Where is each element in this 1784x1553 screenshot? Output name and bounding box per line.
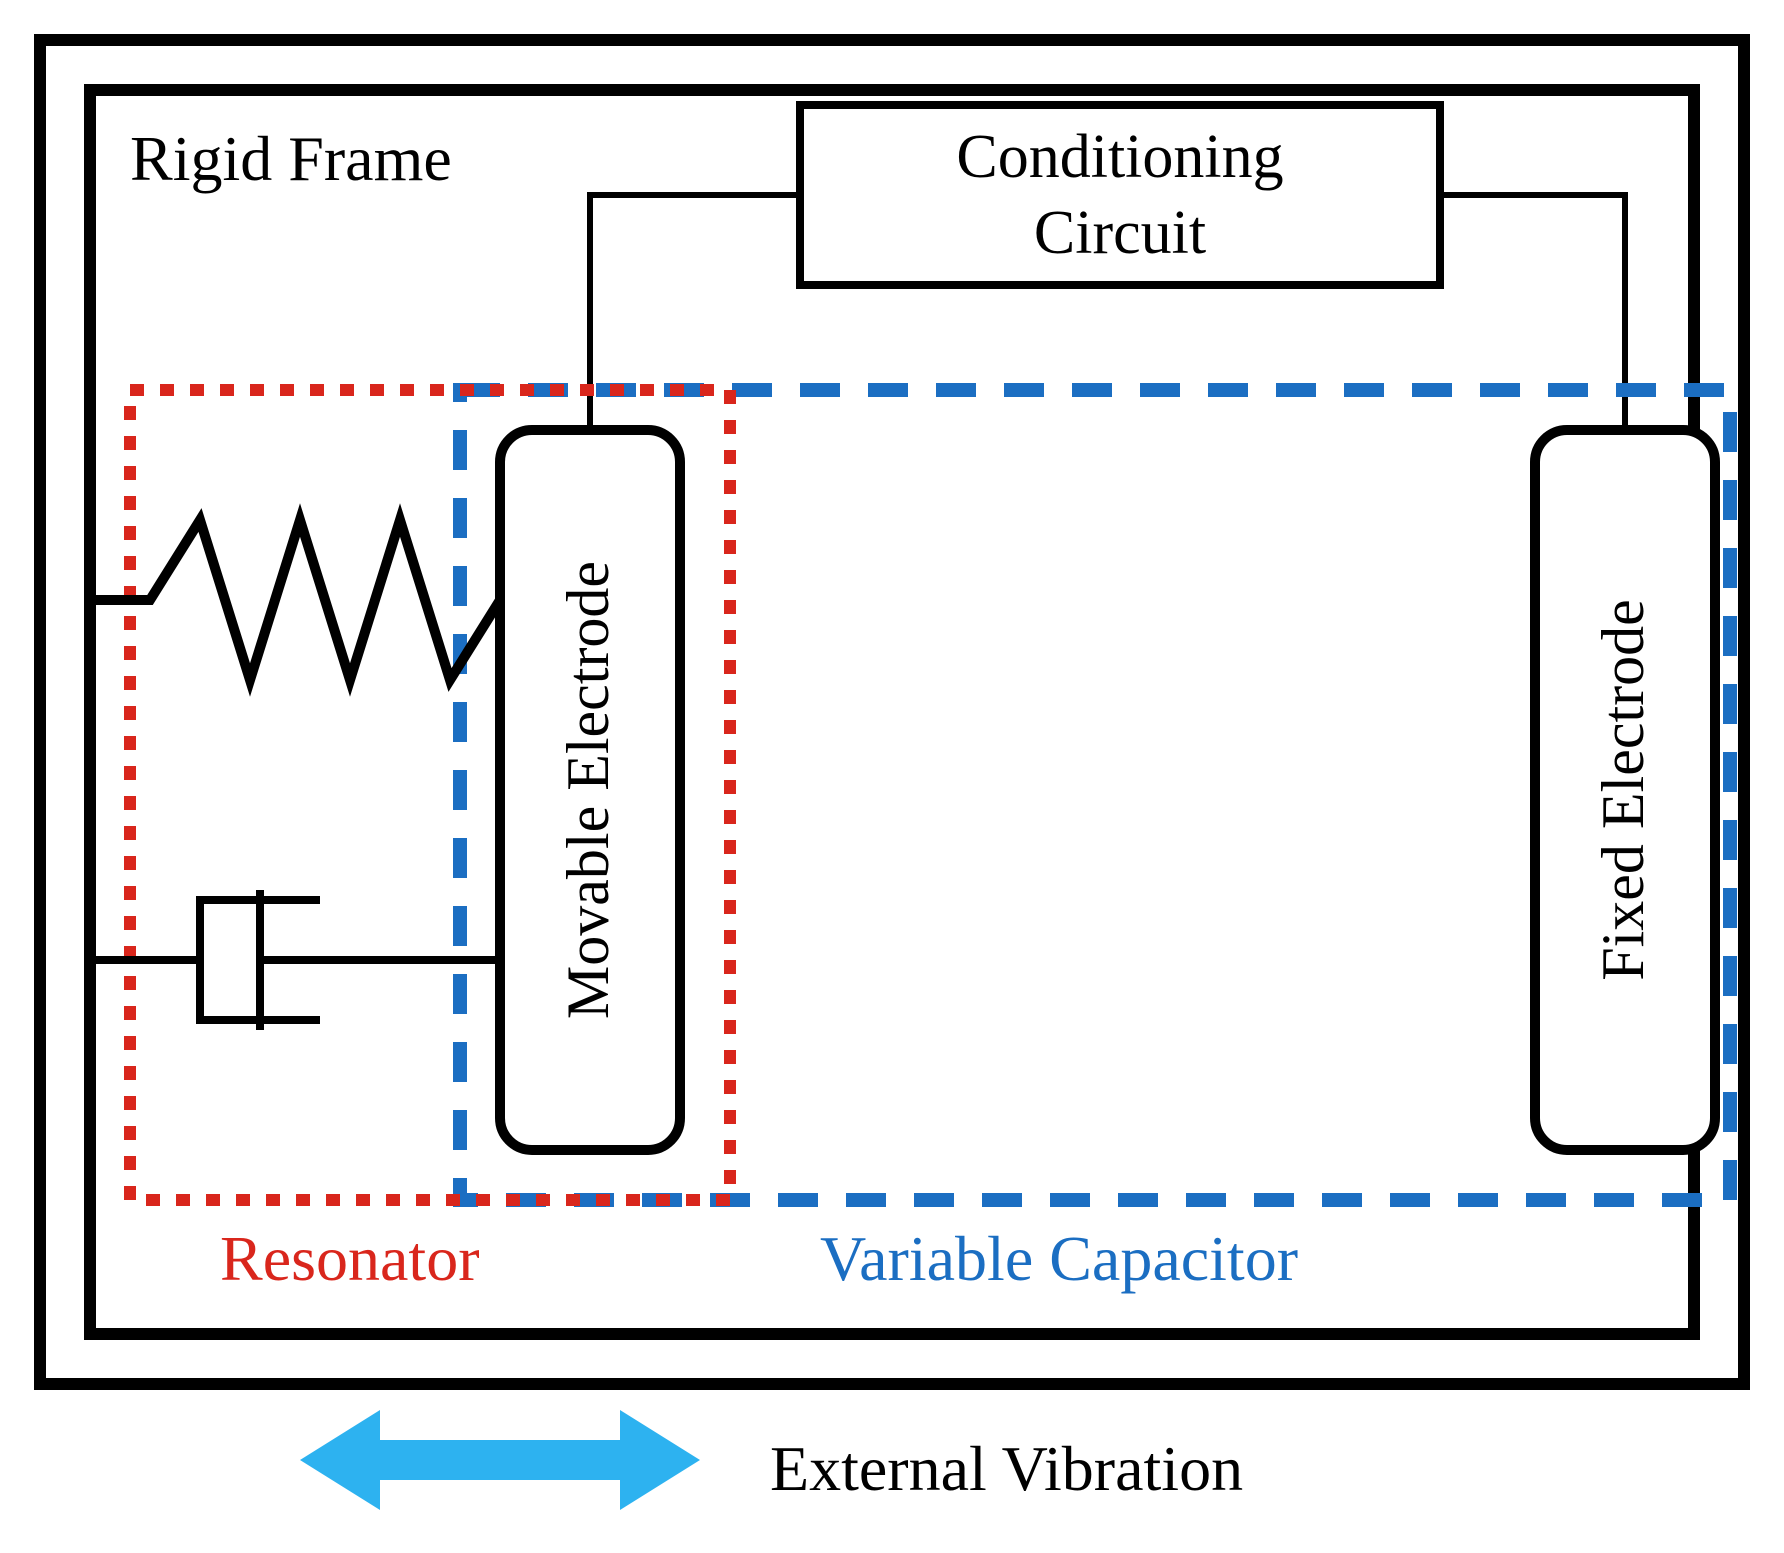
spring-icon xyxy=(90,520,500,680)
movable-electrode-label: Movable Electrode xyxy=(555,561,621,1019)
vibration-arrow-icon xyxy=(300,1410,700,1510)
variable-capacitor-label: Variable Capacitor xyxy=(820,1223,1298,1294)
rigid-frame-label: Rigid Frame xyxy=(130,123,452,194)
fixed-electrode-label: Fixed Electrode xyxy=(1590,599,1656,981)
conditioning-circuit-label-1: Conditioning xyxy=(956,123,1283,191)
conditioning-circuit-label-2: Circuit xyxy=(1034,199,1206,267)
wire-right xyxy=(1440,195,1625,430)
resonator-label: Resonator xyxy=(220,1223,480,1294)
external-vibration-label: External Vibration xyxy=(770,1433,1243,1504)
